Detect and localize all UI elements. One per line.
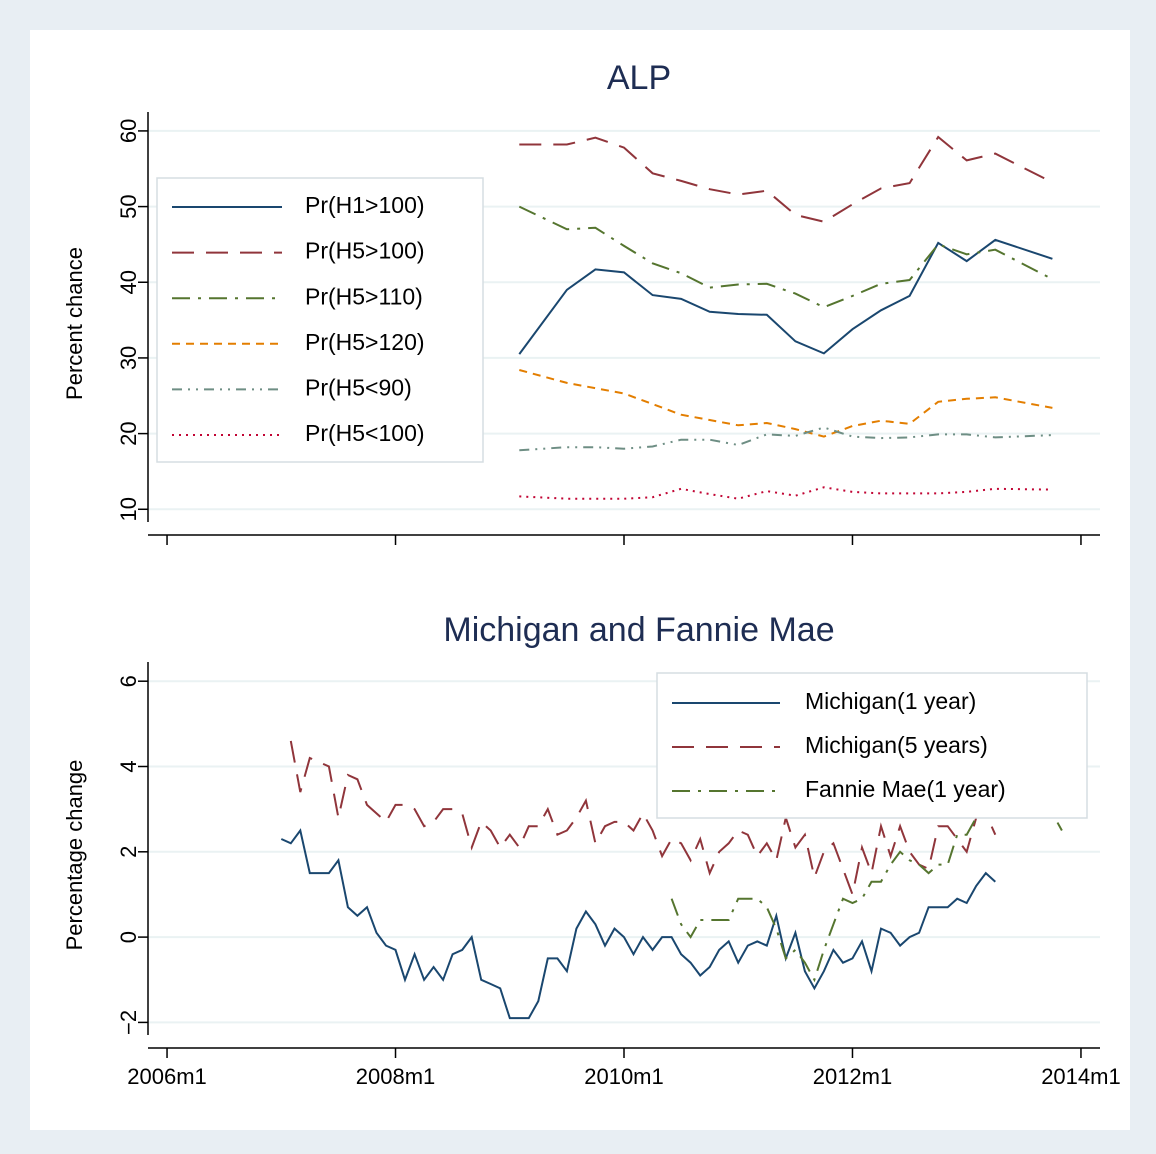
legend-label: Pr(H5<100) [305, 420, 425, 446]
x-tick-label: 2012m1 [813, 1064, 893, 1089]
series-line [519, 486, 1053, 500]
x-tick-label: 2014m1 [1041, 1064, 1121, 1089]
legend-label: Pr(H5<90) [305, 374, 412, 400]
x-tick-label: 2010m1 [584, 1064, 664, 1089]
y-tick-label: 50 [116, 194, 141, 218]
y-tick-label: 0 [116, 931, 141, 943]
legend-label: Pr(H5>110) [305, 283, 423, 309]
legend-box [656, 672, 1088, 819]
y-tick-label: 2 [116, 846, 141, 858]
series-line [519, 135, 1053, 223]
x-tick-label: 2008m1 [356, 1064, 436, 1089]
y-tick-label: 20 [116, 421, 141, 445]
y-tick-label: 60 [116, 119, 141, 143]
y-tick-label: 4 [116, 760, 141, 772]
y-tick-label: 6 [116, 675, 141, 687]
legend-label: Michigan(5 years) [805, 732, 988, 758]
chart-title: Michigan and Fannie Mae [443, 611, 834, 649]
y-tick-label: 10 [116, 497, 141, 521]
y-axis-title: Percentage change [62, 760, 87, 951]
series-line [519, 369, 1053, 438]
y-tick-label: −2 [116, 1010, 141, 1035]
legend-label: Pr(H5>120) [305, 329, 425, 355]
legend-label: Michigan(1 year) [805, 688, 976, 714]
y-tick-label: 30 [116, 346, 141, 370]
legend-label: Pr(H1>100) [305, 192, 425, 218]
x-tick-label: 2006m1 [127, 1064, 207, 1089]
series-line [518, 205, 1053, 309]
chart-title: ALP [607, 59, 671, 97]
series-line [519, 426, 1053, 452]
series-line [280, 828, 996, 1020]
legend-box [156, 177, 484, 463]
y-axis-title: Percent chance [62, 247, 87, 400]
legend: Pr(H1>100) Pr(H5>100) Pr(H5>110) Pr(H5>120)… [156, 177, 484, 463]
y-tick-label: 40 [116, 270, 141, 294]
legend-label: Fannie Mae(1 year) [805, 776, 1006, 802]
legend-label: Pr(H5>100) [305, 238, 425, 264]
legend: Michigan(1 year) Michigan(5 years) Fannie … [656, 672, 1088, 819]
